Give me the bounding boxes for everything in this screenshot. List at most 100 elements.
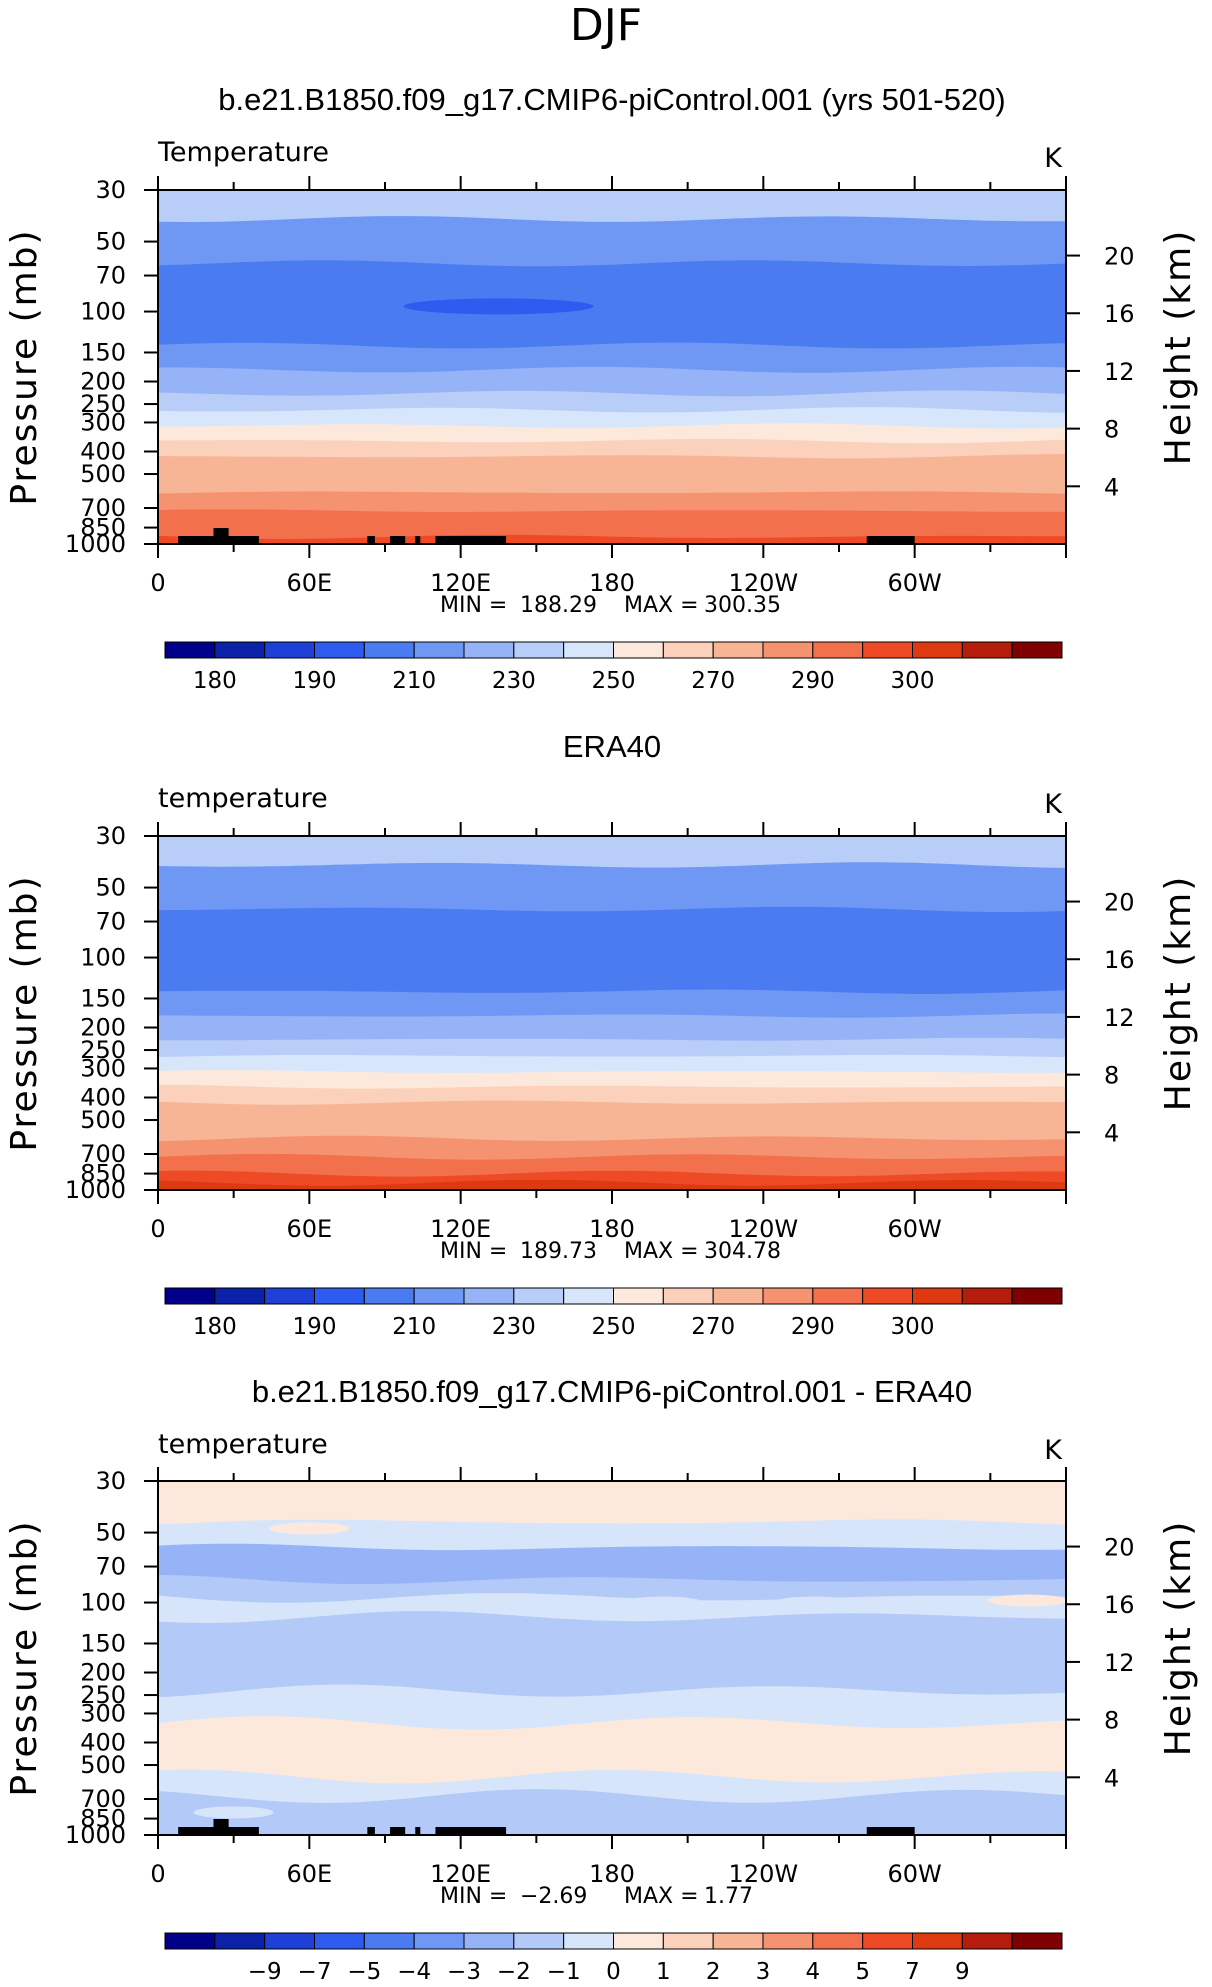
y-tick-label: 300 (80, 1699, 126, 1727)
colorbar-swatch (264, 1287, 315, 1305)
y2-axis-title: Height (km) (1158, 229, 1199, 465)
cold-core-region (403, 298, 594, 315)
x-tick-label: 180 (589, 569, 635, 597)
colorbar-swatch (1011, 641, 1063, 659)
max-value: 300.35 (704, 593, 781, 618)
contour-band (158, 1179, 1066, 1190)
colorbar-swatch (214, 1932, 266, 1950)
colorbar-label: 230 (492, 668, 536, 694)
colorbar-swatch (164, 641, 216, 659)
colorbar-label: −3 (447, 1959, 481, 1985)
min-label: MIN = (440, 593, 507, 618)
x-tick-label: 120W (729, 1215, 799, 1243)
topography-mask (178, 536, 242, 544)
colorbar-swatch (662, 1932, 714, 1950)
min-value: 188.29 (520, 593, 597, 618)
x-tick-label: 120W (729, 569, 799, 597)
topography-mask (390, 1827, 406, 1835)
colorbar-swatch (762, 1287, 814, 1305)
colorbar-swatch (563, 641, 615, 659)
y-tick-label: 250 (80, 1036, 126, 1064)
max-label: MAX = (624, 593, 699, 618)
colorbar-swatch (862, 1932, 914, 1950)
colorbar-swatch (563, 1932, 615, 1950)
y2-tick-label: 8 (1104, 416, 1119, 444)
colorbar-label: 1 (656, 1959, 671, 1985)
contour-field (158, 190, 1066, 544)
y-tick-label: 70 (95, 262, 126, 290)
contour-blob (723, 1736, 804, 1749)
colorbar-swatch (712, 641, 764, 659)
colorbar-label: 270 (691, 668, 735, 694)
y-tick-label: 700 (80, 1140, 126, 1168)
topography-mask (213, 528, 229, 544)
topography-mask (390, 536, 406, 544)
colorbar-label: 190 (293, 668, 337, 694)
colorbar-swatch (613, 1932, 664, 1950)
y-axis-title: Pressure (mb) (4, 228, 45, 505)
y-tick-label: 1000 (65, 530, 126, 558)
colorbar-swatch (463, 641, 515, 659)
colorbar-swatch (463, 1932, 515, 1950)
colorbar-label: 9 (955, 1959, 970, 1985)
panel-variable-label: temperature (158, 783, 328, 814)
y2-tick-label: 16 (1104, 300, 1135, 328)
y2-tick-label: 20 (1104, 1534, 1135, 1562)
colorbar-swatch (961, 641, 1013, 659)
y-tick-label: 250 (80, 1681, 126, 1709)
x-tick-label: 60W (888, 569, 942, 597)
colorbar-label: 300 (891, 1314, 935, 1340)
chart-panel-3: b.e21.B1850.f09_g17.CMIP6-piControl.001 … (4, 1374, 1199, 1985)
topography-mask (228, 1827, 259, 1835)
colorbar-swatch (314, 1932, 365, 1950)
figure-title: DJF (570, 0, 642, 51)
x-tick-label: 120E (430, 569, 491, 597)
colorbar-swatch (363, 1287, 415, 1305)
contour-blob (622, 1596, 703, 1609)
y2-tick-label: 4 (1104, 473, 1119, 501)
colorbar-swatch (762, 1932, 814, 1950)
x-tick-label: 60W (888, 1215, 942, 1243)
y2-tick-label: 16 (1104, 946, 1135, 974)
y-tick-label: 30 (95, 822, 126, 850)
y-tick-label: 400 (80, 1083, 126, 1111)
colorbar-swatch (912, 1932, 963, 1950)
min-label: MIN = (440, 1884, 507, 1909)
colorbar-label: 7 (905, 1959, 920, 1985)
chart-panel-2: ERA40 temperature K 0 60E 120E 180 120W 60W 30 50 7… (4, 729, 1199, 1340)
y2-tick-label: 4 (1104, 1764, 1119, 1792)
y2-tick-label: 12 (1104, 1649, 1135, 1677)
colorbar-swatch (214, 1287, 266, 1305)
colorbar-label: −4 (397, 1959, 431, 1985)
y-tick-label: 150 (80, 1629, 126, 1657)
colorbar-swatch (961, 1287, 1013, 1305)
colorbar-swatch (413, 1287, 465, 1305)
colorbar-swatch (862, 641, 914, 659)
min-value: 189.73 (520, 1239, 597, 1264)
y-tick-label: 70 (95, 908, 126, 936)
y-tick-label: 250 (80, 390, 126, 418)
colorbar-swatch (413, 641, 465, 659)
cold-core-region (491, 954, 582, 961)
colorbar-swatch (662, 641, 714, 659)
panel-variable-label: Temperature (157, 137, 329, 168)
max-label: MAX = (624, 1239, 699, 1264)
contour-blob (471, 1560, 552, 1573)
colorbar-label: 290 (791, 1314, 835, 1340)
y-axis-title: Pressure (mb) (4, 874, 45, 1151)
colorbar-label: −2 (497, 1959, 531, 1985)
y-tick-label: 500 (80, 460, 126, 488)
x-tick-label: 180 (589, 1860, 635, 1888)
colorbar-label: 300 (891, 668, 935, 694)
max-value: 1.77 (704, 1884, 753, 1909)
colorbar-label: −1 (547, 1959, 581, 1985)
min-label: MIN = (440, 1239, 507, 1264)
y-tick-label: 200 (80, 1659, 126, 1687)
colorbar-label: 180 (193, 1314, 237, 1340)
y-tick-label: 850 (80, 514, 126, 542)
y-tick-label: 50 (95, 1519, 126, 1547)
panels: b.e21.B1850.f09_g17.CMIP6-piControl.001 … (4, 82, 1199, 1985)
colorbar-swatch (164, 1287, 216, 1305)
panel-units-label: K (1044, 143, 1063, 174)
